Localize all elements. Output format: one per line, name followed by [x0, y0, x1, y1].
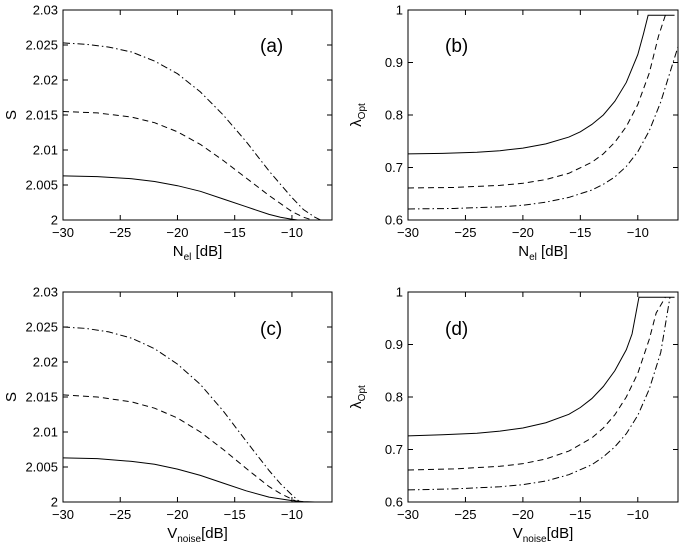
x-axis-label-unit: [dB]	[547, 525, 574, 542]
x-tick-label: −20	[166, 225, 188, 240]
x-tick-label: −25	[109, 225, 131, 240]
y-axis-label: S	[3, 392, 20, 402]
y-axis-label-sub: Opt	[357, 103, 368, 119]
x-axis-label-sub: noise	[177, 534, 201, 545]
y-axis-label-sub: Opt	[357, 385, 368, 401]
y-tick-label: 0.8	[385, 108, 403, 123]
x-axis-label-sub: el	[529, 252, 537, 263]
series-line-solid	[407, 296, 675, 437]
x-tick-label: −25	[454, 225, 476, 240]
x-tick-label: −30	[397, 507, 419, 522]
panel-a: −30 −25 −20 −15 −10 2 2.005 2.01 2.015 2.02 2.025 2…	[3, 3, 333, 263]
x-axis-label-unit: [dB]	[537, 243, 568, 260]
y-tick-label: 2.03	[33, 3, 58, 18]
series-line-dash-dot	[407, 297, 671, 491]
series-line-solid	[62, 457, 315, 503]
panel-label: (c)	[260, 319, 282, 340]
x-tick-label: −15	[569, 225, 591, 240]
y-axis-label: λOpt	[348, 385, 368, 409]
panel-label: (b)	[445, 36, 468, 57]
y-tick-label: 2.015	[25, 390, 58, 405]
y-tick-label: 0.9	[385, 55, 403, 70]
series-line-dashed	[407, 15, 666, 189]
x-tick-label: −10	[281, 507, 303, 522]
x-axis-label-main: N	[173, 243, 184, 260]
x-tick-label: −25	[454, 507, 476, 522]
series-line-solid	[407, 14, 675, 155]
y-tick-label: 0.8	[385, 390, 403, 405]
y-tick-label: 0.7	[385, 160, 403, 175]
panel-label: (d)	[445, 319, 468, 340]
x-tick-label: −20	[512, 225, 534, 240]
y-tick-label: 2.01	[33, 143, 58, 158]
x-tick-label: −25	[109, 507, 131, 522]
x-tick-label: −15	[569, 507, 591, 522]
series-line-dashed	[62, 394, 298, 503]
x-tick-label: −30	[52, 507, 74, 522]
y-tick-label: 2	[51, 213, 58, 228]
x-axis-label-sub: el	[184, 252, 192, 263]
x-axis-label-main: V	[513, 525, 523, 542]
y-axis-label: λOpt	[348, 103, 368, 127]
y-tick-label: 0.6	[385, 495, 403, 510]
series-line-dash-dot	[62, 42, 321, 221]
series-line-dashed	[62, 111, 313, 221]
y-tick-label: 2.03	[33, 285, 58, 300]
x-axis-label-sub: noise	[523, 534, 547, 545]
panel-d: −30 −25 −20 −15 −10 0.6 0.7 0.8 0.9 1 (d) Vnoise[dB…	[348, 285, 679, 545]
panel-b: −30 −25 −20 −15 −10 0.6 0.7 0.8 0.9 1 (b) Nel [dB] λ…	[348, 3, 679, 263]
y-tick-label: 0.9	[385, 337, 403, 352]
plot-area-c	[62, 291, 333, 503]
y-tick-label: 1	[396, 285, 403, 300]
y-tick-label: 2.005	[25, 460, 58, 475]
x-axis-label-unit: [dB]	[201, 525, 228, 542]
y-tick-label: 2.015	[25, 108, 58, 123]
y-axis-label-main: S	[3, 110, 20, 120]
y-axis-label-main: S	[3, 392, 20, 402]
y-tick-label: 2.005	[25, 178, 58, 193]
y-tick-label: 2.01	[33, 425, 58, 440]
x-axis-label: Nel [dB]	[518, 243, 568, 263]
panel-c: −30 −25 −20 −15 −10 2 2.005 2.01 2.015 2.02 2.025 2…	[3, 285, 333, 545]
y-tick-label: 2.025	[25, 320, 58, 335]
x-axis-label: Vnoise[dB]	[513, 525, 574, 545]
y-tick-label: 2.02	[33, 355, 58, 370]
x-tick-label: −30	[397, 225, 419, 240]
y-tick-label: 0.7	[385, 442, 403, 457]
series-line-dash-dot	[62, 326, 301, 503]
x-tick-label: −10	[281, 225, 303, 240]
x-axis-label: Vnoise[dB]	[167, 525, 228, 545]
y-axis-label-main: λ	[348, 119, 365, 127]
plot-area-a	[62, 9, 333, 221]
series-line-dash-dot	[407, 46, 679, 210]
series-line-dashed	[407, 296, 666, 471]
x-tick-label: −20	[166, 507, 188, 522]
x-tick-label: −15	[224, 507, 246, 522]
x-axis-label-unit: [dB]	[191, 243, 222, 260]
x-axis-label-main: V	[167, 525, 177, 542]
series-line-solid	[62, 175, 298, 221]
y-tick-label: 2	[51, 495, 58, 510]
x-tick-label: −15	[224, 225, 246, 240]
y-tick-label: 2.025	[25, 38, 58, 53]
x-tick-label: −10	[627, 507, 649, 522]
y-tick-label: 2.02	[33, 73, 58, 88]
y-tick-label: 1	[396, 3, 403, 18]
x-tick-label: −20	[512, 507, 534, 522]
x-tick-label: −30	[52, 225, 74, 240]
y-axis-label: S	[3, 110, 20, 120]
y-axis-label-main: λ	[348, 401, 365, 409]
x-tick-label: −10	[627, 225, 649, 240]
y-tick-label: 0.6	[385, 213, 403, 228]
x-axis-label: Nel [dB]	[173, 243, 223, 263]
x-axis-label-main: N	[518, 243, 529, 260]
panel-label: (a)	[260, 36, 283, 57]
